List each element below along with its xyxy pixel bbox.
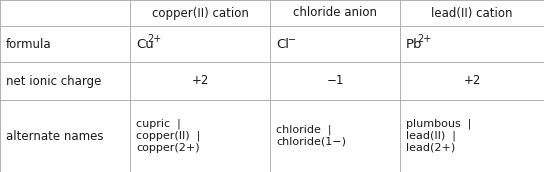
Text: Cu: Cu — [136, 37, 154, 51]
Text: chloride  |: chloride | — [276, 125, 331, 135]
Text: +2: +2 — [463, 74, 481, 88]
Text: copper(II) cation: copper(II) cation — [152, 7, 249, 19]
Text: 2+: 2+ — [418, 35, 432, 45]
Text: +2: +2 — [191, 74, 209, 88]
Text: 2+: 2+ — [147, 35, 162, 45]
Text: formula: formula — [6, 37, 52, 51]
Text: chloride anion: chloride anion — [293, 7, 377, 19]
Text: −: − — [288, 35, 296, 45]
Text: lead(II) cation: lead(II) cation — [431, 7, 513, 19]
Text: net ionic charge: net ionic charge — [6, 74, 101, 88]
Text: −1: −1 — [326, 74, 344, 88]
Text: Pb: Pb — [406, 37, 423, 51]
Text: alternate names: alternate names — [6, 130, 103, 142]
Text: copper(2+): copper(2+) — [136, 143, 200, 153]
Text: chloride(1−): chloride(1−) — [276, 137, 346, 147]
Text: lead(II)  |: lead(II) | — [406, 131, 456, 141]
Text: plumbous  |: plumbous | — [406, 119, 471, 129]
Text: copper(II)  |: copper(II) | — [136, 131, 200, 141]
Text: Cl: Cl — [276, 37, 289, 51]
Text: cupric  |: cupric | — [136, 119, 181, 129]
Text: lead(2+): lead(2+) — [406, 143, 455, 153]
